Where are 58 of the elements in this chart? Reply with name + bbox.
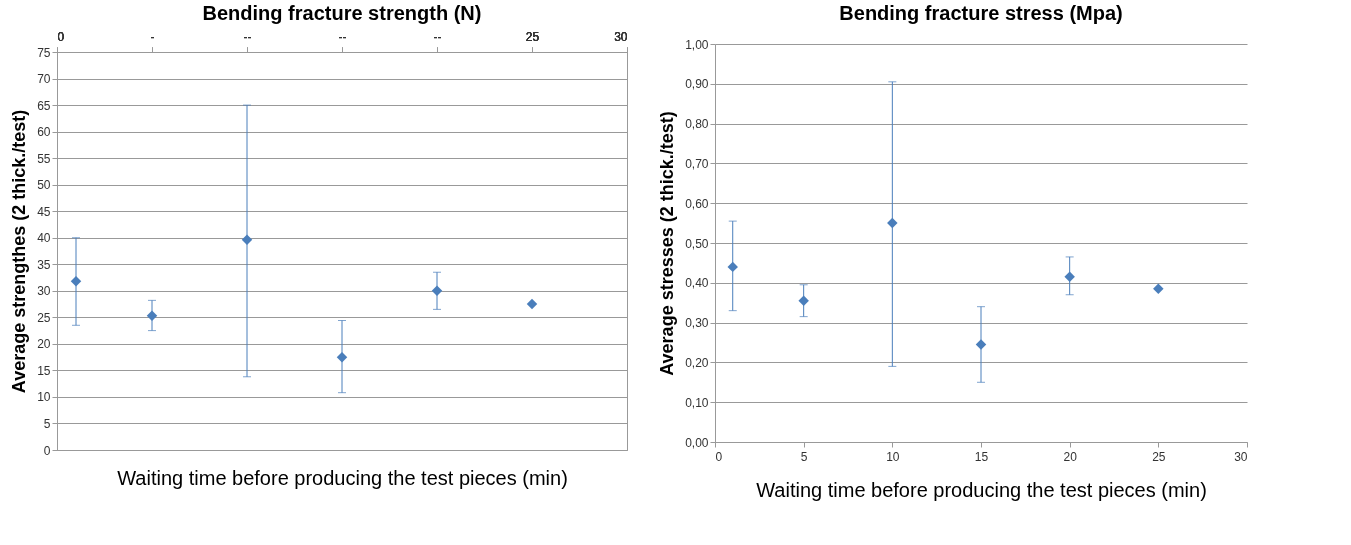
x-tick-label: 10	[886, 449, 900, 464]
y-tick-label: 15	[37, 363, 51, 378]
y-tick-label: 40	[37, 231, 51, 246]
x-tick-label: 20	[1063, 449, 1078, 464]
y-tick-label: 30	[37, 284, 51, 299]
x-tick-label: 30	[614, 29, 628, 44]
y-tick-label: 1,00	[685, 37, 709, 52]
point	[887, 217, 898, 229]
y-tick-label: 45	[37, 204, 51, 219]
point	[70, 276, 82, 287]
chart-title: Bending fracture stress (Mpa)	[839, 2, 1123, 24]
x-axis-title: Waiting time before producing the test pieces (min)	[756, 478, 1207, 501]
point	[336, 351, 348, 363]
x-tick-label: 15	[974, 449, 989, 464]
x-tick-label: 5	[800, 449, 808, 464]
y-tick-label: 0,00	[685, 435, 709, 450]
y-axis-title: Average strengthes (2 thick./test)	[9, 109, 30, 394]
y-tick-label: 70	[37, 72, 51, 87]
y-tick-label: 0,50	[685, 236, 709, 251]
y-tick-label: 0,30	[685, 316, 709, 331]
y-tick-label: 0,40	[685, 276, 709, 291]
point	[1064, 271, 1075, 283]
y-tick-label: 60	[37, 125, 51, 140]
y-tick-label: 0,60	[685, 196, 709, 211]
y-tick-label: 35	[37, 257, 51, 272]
y-tick-label: 0,90	[685, 77, 709, 92]
y-tick-label: 75	[37, 45, 51, 60]
y-tick-label: 25	[37, 310, 51, 325]
point	[431, 285, 443, 297]
y-axis-title: Average stresses (2 thick./test)	[657, 111, 678, 376]
x-tick-label: --	[433, 29, 442, 44]
x-axis-title: Waiting time before producing the test pieces (min)	[117, 466, 568, 489]
y-tick-label: 10	[37, 390, 51, 405]
x-tick-label: 0	[57, 29, 65, 44]
point	[1153, 283, 1164, 295]
point	[241, 234, 253, 246]
y-tick-label: 55	[37, 151, 51, 166]
point	[146, 310, 158, 321]
x-tick-label: --	[243, 29, 252, 44]
x-tick-label: 25	[1152, 449, 1166, 464]
x-tick-label: --	[338, 29, 347, 44]
y-tick-label: 65	[37, 98, 51, 113]
x-tick-label: -	[150, 29, 155, 44]
point	[727, 261, 738, 273]
y-tick-label: 0,20	[685, 355, 709, 370]
point	[975, 339, 987, 350]
y-tick-label: 0,80	[685, 117, 709, 132]
y-tick-label: 0,10	[685, 395, 709, 410]
y-tick-label: 5	[43, 416, 51, 431]
point	[526, 298, 538, 310]
y-tick-label: 20	[37, 337, 51, 352]
point	[798, 295, 809, 306]
x-tick-label: 30	[1234, 449, 1248, 464]
chart-title: Bending fracture strength (N)	[202, 2, 482, 24]
x-tick-label: 25	[525, 29, 540, 44]
y-tick-label: 50	[37, 178, 51, 193]
y-tick-label: 0,70	[685, 156, 709, 171]
x-tick-label: 0	[715, 449, 723, 464]
